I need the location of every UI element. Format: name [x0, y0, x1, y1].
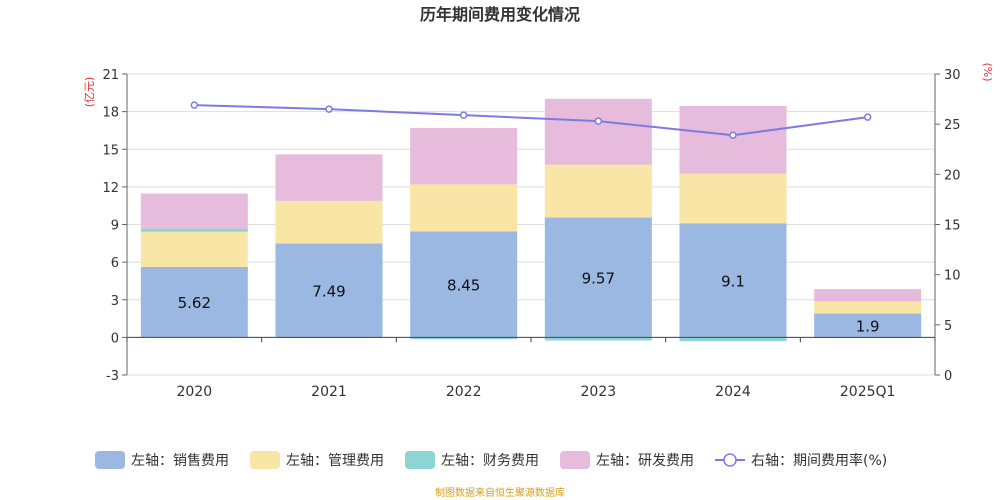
data-label: 5.62	[178, 294, 211, 312]
right-tick-label: 5	[944, 319, 952, 334]
bar-segment	[140, 228, 248, 232]
data-label: 9.57	[582, 269, 615, 287]
data-label: 7.49	[312, 282, 345, 300]
data-label: 1.9	[856, 317, 880, 335]
legend-label: 左轴：销售费用	[131, 453, 229, 469]
left-tick-label: 9	[111, 219, 119, 234]
left-tick-label: -3	[106, 369, 119, 384]
right-tick-label: 0	[944, 369, 952, 384]
right-tick-label: 25	[944, 118, 961, 133]
rate-point	[594, 117, 603, 125]
legend-swatch-marker	[723, 453, 737, 467]
bar-segment	[814, 301, 922, 314]
x-tick-label: 2023	[581, 384, 617, 400]
rate-point	[325, 105, 333, 113]
legend-swatch	[250, 451, 280, 469]
left-axis-unit: (亿元)	[83, 77, 96, 108]
bar-segment	[679, 105, 787, 174]
rate-point	[729, 131, 737, 139]
left-tick-label: 21	[102, 68, 119, 83]
left-tick-label: 12	[102, 181, 119, 196]
legend-label: 右轴：期间费用率(%)	[751, 452, 887, 469]
rate-line	[194, 104, 868, 137]
bar-segment	[544, 164, 652, 218]
legend-swatch	[560, 451, 590, 469]
rate-point	[190, 101, 199, 109]
bar-segment	[679, 223, 787, 338]
right-tick-label: 15	[944, 219, 961, 234]
left-tick-label: 0	[111, 331, 119, 346]
bar-segment	[679, 173, 787, 224]
bar-segment	[544, 98, 652, 165]
left-tick-label: 6	[111, 256, 119, 271]
source-note: 制图数据来自恒生聚源数据库	[435, 486, 565, 499]
bar-segment	[410, 337, 518, 340]
right-tick-label: 30	[944, 68, 961, 83]
chart-title: 历年期间费用变化情况	[420, 5, 580, 24]
legend-label: 左轴：财务费用	[441, 453, 539, 469]
rate-point	[863, 113, 872, 121]
left-tick-label: 18	[102, 106, 119, 121]
bar-segment	[275, 200, 383, 244]
left-tick-label: 15	[102, 143, 119, 158]
bar-segment	[275, 154, 383, 201]
rate-point	[459, 111, 468, 119]
data-label: 9.1	[721, 272, 745, 290]
bar-segment	[544, 217, 652, 338]
legend: 左轴：销售费用 左轴：管理费用 左轴：财务费用 左轴：研发费用 右轴：期间费用率(%)	[95, 451, 887, 469]
legend-label: 左轴：管理费用	[286, 453, 384, 469]
right-tick-label: 20	[944, 168, 961, 183]
bar-segment	[410, 184, 518, 232]
legend-swatch	[95, 451, 125, 469]
bar-segment	[410, 231, 518, 338]
bar-segment	[275, 243, 383, 338]
legend-swatch	[405, 451, 435, 469]
bar-segment	[140, 266, 248, 338]
left-tick-label: 3	[111, 294, 119, 309]
bar-segment	[814, 289, 922, 302]
bar-segment	[140, 231, 248, 267]
legend-label: 左轴：研发费用	[596, 453, 694, 469]
data-label: 8.45	[447, 276, 480, 294]
x-tick-label: 2022	[446, 384, 482, 400]
bar-segment	[814, 313, 922, 338]
right-tick-label: 10	[944, 269, 961, 284]
bar-segment	[544, 337, 652, 341]
right-axis-unit: (%)	[981, 62, 994, 81]
x-tick-label: 2021	[311, 384, 347, 400]
x-tick-label: 2020	[177, 384, 213, 400]
bar-segment	[679, 337, 787, 342]
bar-segment	[410, 127, 518, 185]
x-tick-label: 2025Q1	[840, 384, 896, 400]
bar-segment	[140, 193, 248, 229]
x-tick-label: 2024	[715, 384, 751, 400]
